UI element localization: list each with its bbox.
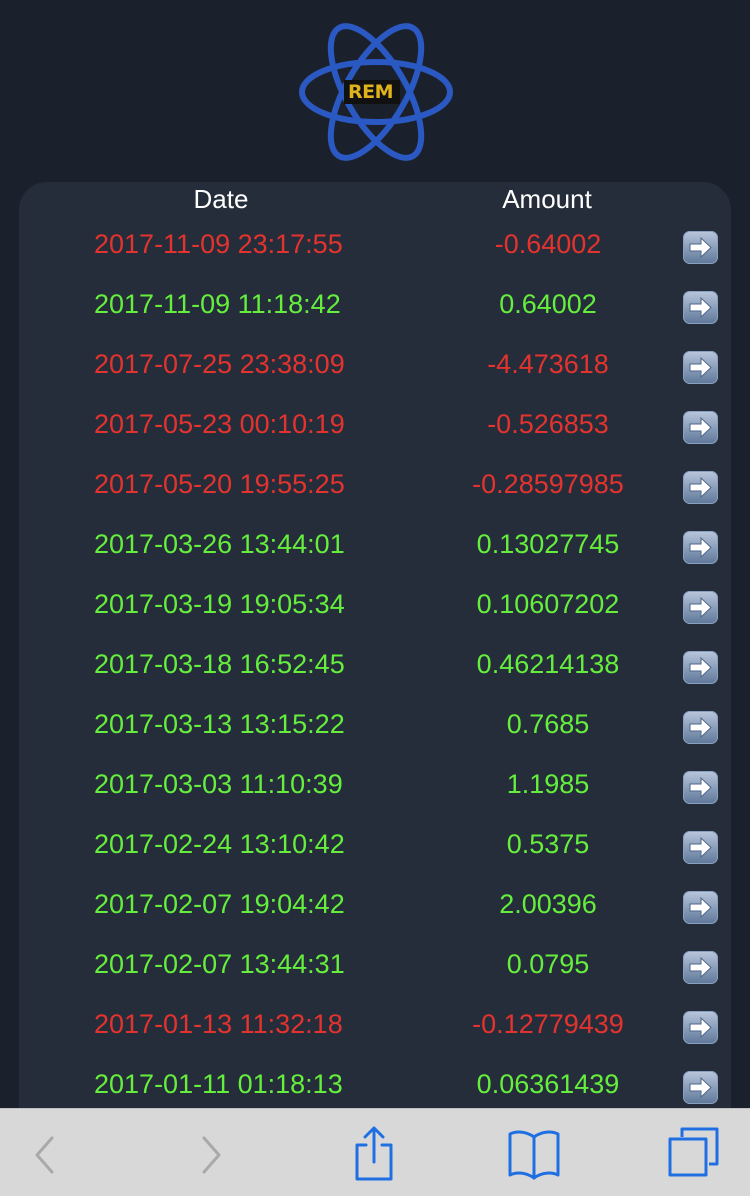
transaction-details-button[interactable] xyxy=(683,471,718,504)
forward-button[interactable] xyxy=(180,1125,240,1181)
back-button[interactable] xyxy=(24,1125,84,1181)
tabs-button[interactable] xyxy=(664,1125,724,1181)
table-row: 2017-03-19 19:05:34 0.10607202 xyxy=(0,576,750,636)
transaction-amount: 0.13027745 xyxy=(476,529,620,559)
right-arrow-icon xyxy=(689,356,712,379)
table-row: 2017-07-25 23:38:09 -4.473618 xyxy=(0,336,750,396)
transaction-details-button[interactable] xyxy=(683,951,718,984)
transaction-details-button[interactable] xyxy=(683,351,718,384)
transaction-amount: 0.0795 xyxy=(506,949,590,979)
transaction-date: 2017-02-07 19:04:42 xyxy=(94,889,345,919)
date-column-header: Date xyxy=(193,184,249,214)
transaction-details-button[interactable] xyxy=(683,831,718,864)
table-row: 2017-03-03 11:10:39 1.1985 xyxy=(0,756,750,816)
transaction-details-button[interactable] xyxy=(683,711,718,744)
transaction-amount: 0.06361439 xyxy=(476,1069,620,1099)
right-arrow-icon xyxy=(689,416,712,439)
forward-icon xyxy=(202,1136,221,1174)
right-arrow-icon xyxy=(689,776,712,799)
transaction-date: 2017-03-18 16:52:45 xyxy=(94,649,345,679)
transaction-details-button[interactable] xyxy=(683,411,718,444)
right-arrow-icon xyxy=(689,476,712,499)
atom-logo-icon xyxy=(299,23,453,161)
table-row: 2017-11-09 11:18:42 0.64002 xyxy=(0,276,750,336)
back-icon xyxy=(35,1136,54,1174)
transaction-date: 2017-01-11 01:18:13 xyxy=(94,1069,343,1099)
transaction-details-button[interactable] xyxy=(683,771,718,804)
table-row: 2017-01-13 11:32:18 -0.12779439 xyxy=(0,996,750,1056)
transaction-details-button[interactable] xyxy=(683,231,718,264)
transaction-date: 2017-11-09 11:18:42 xyxy=(94,289,341,319)
share-button[interactable] xyxy=(344,1125,404,1181)
table-row: 2017-05-23 00:10:19 -0.526853 xyxy=(0,396,750,456)
table-row: 2017-05-20 19:55:25 -0.28597985 xyxy=(0,456,750,516)
right-arrow-icon xyxy=(689,656,712,679)
transaction-amount: -4.473618 xyxy=(487,349,609,379)
right-arrow-icon xyxy=(689,1076,712,1099)
transactions-list: 2017-11-09 23:17:55 -0.64002 2017-11-09 11… xyxy=(0,216,750,1116)
transaction-details-button[interactable] xyxy=(683,891,718,924)
right-arrow-icon xyxy=(689,896,712,919)
transaction-date: 2017-02-24 13:10:42 xyxy=(94,829,345,859)
transaction-details-button[interactable] xyxy=(683,1071,718,1104)
transaction-amount: 0.64002 xyxy=(499,289,597,319)
table-row: 2017-02-07 13:44:31 0.0795 xyxy=(0,936,750,996)
transaction-details-button[interactable] xyxy=(683,531,718,564)
share-icon xyxy=(355,1126,393,1181)
table-row: 2017-01-11 01:18:13 0.06361439 xyxy=(0,1056,750,1116)
right-arrow-icon xyxy=(689,536,712,559)
transactions-panel xyxy=(19,182,731,1182)
transaction-amount: 2.00396 xyxy=(499,889,597,919)
bookmarks-icon xyxy=(508,1130,560,1180)
right-arrow-icon xyxy=(689,296,712,319)
transaction-details-button[interactable] xyxy=(683,651,718,684)
right-arrow-icon xyxy=(689,716,712,739)
transaction-amount: 0.7685 xyxy=(506,709,590,739)
browser-toolbar xyxy=(0,1108,750,1196)
table-row: 2017-02-24 13:10:42 0.5375 xyxy=(0,816,750,876)
transaction-amount: -0.64002 xyxy=(494,229,602,259)
transaction-amount: -0.28597985 xyxy=(472,469,624,499)
transaction-date: 2017-03-13 13:15:22 xyxy=(94,709,345,739)
right-arrow-icon xyxy=(689,596,712,619)
transaction-amount: -0.12779439 xyxy=(472,1009,624,1039)
transaction-amount: 0.5375 xyxy=(506,829,590,859)
transaction-date: 2017-02-07 13:44:31 xyxy=(94,949,345,979)
transaction-amount: 0.46214138 xyxy=(476,649,620,679)
table-header: Date Amount xyxy=(0,182,750,218)
table-row: 2017-03-26 13:44:01 0.13027745 xyxy=(0,516,750,576)
right-arrow-icon xyxy=(689,956,712,979)
table-row: 2017-03-18 16:52:45 0.46214138 xyxy=(0,636,750,696)
bookmarks-button[interactable] xyxy=(504,1125,564,1181)
transaction-amount: -0.526853 xyxy=(487,409,609,439)
table-row: 2017-02-07 19:04:42 2.00396 xyxy=(0,876,750,936)
right-arrow-icon xyxy=(689,236,712,259)
transaction-date: 2017-11-09 23:17:55 xyxy=(94,229,343,259)
table-row: 2017-03-13 13:15:22 0.7685 xyxy=(0,696,750,756)
transaction-date: 2017-01-13 11:32:18 xyxy=(94,1009,343,1039)
app-logo: REM xyxy=(296,18,456,166)
transaction-date: 2017-05-23 00:10:19 xyxy=(94,409,345,439)
transaction-details-button[interactable] xyxy=(683,591,718,624)
table-row: 2017-11-09 23:17:55 -0.64002 xyxy=(0,216,750,276)
transaction-details-button[interactable] xyxy=(683,1011,718,1044)
transaction-amount: 1.1985 xyxy=(506,769,590,799)
amount-column-header: Amount xyxy=(502,184,592,214)
transaction-date: 2017-03-03 11:10:39 xyxy=(94,769,343,799)
transaction-date: 2017-03-19 19:05:34 xyxy=(94,589,345,619)
logo-text: REM xyxy=(344,80,400,104)
right-arrow-icon xyxy=(689,1016,712,1039)
transaction-amount: 0.10607202 xyxy=(476,589,620,619)
transaction-details-button[interactable] xyxy=(683,291,718,324)
right-arrow-icon xyxy=(689,836,712,859)
transaction-date: 2017-05-20 19:55:25 xyxy=(94,469,345,499)
transaction-date: 2017-03-26 13:44:01 xyxy=(94,529,345,559)
transaction-date: 2017-07-25 23:38:09 xyxy=(94,349,345,379)
tabs-icon xyxy=(668,1127,719,1177)
